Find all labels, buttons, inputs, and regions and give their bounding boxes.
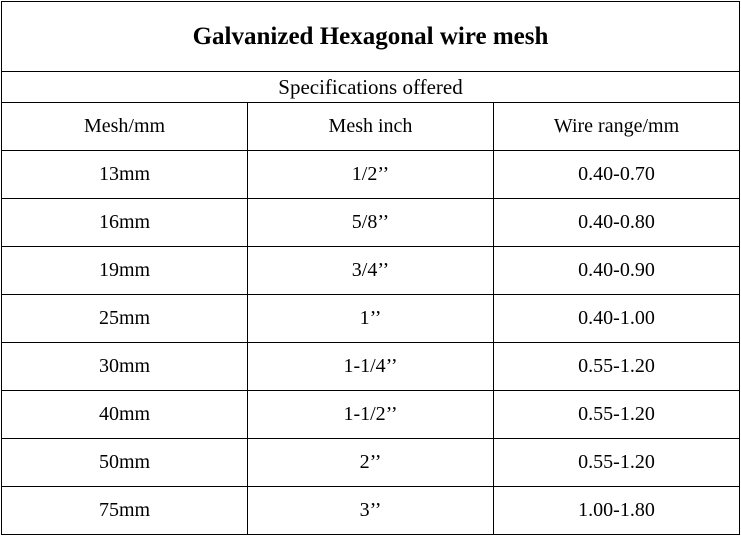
table-cell: 75mm [1,486,248,535]
table-subtitle: Specifications offered [0,71,741,103]
table-cell: 30mm [1,342,248,391]
column-header: Mesh inch [247,102,494,151]
table-cell: 0.55-1.20 [492,342,741,391]
table-row: 13mm 1/2’’ 0.40-0.70 [1,150,741,199]
table-cell: 1/2’’ [247,150,494,199]
table-cell: 0.40-1.00 [492,294,741,343]
table-cell: 1-1/4’’ [247,342,494,391]
table-cell: 3’’ [247,486,494,535]
table-cell: 50mm [1,438,248,487]
table-cell: 16mm [1,198,248,247]
table-cell: 40mm [1,390,248,439]
table-cell: 19mm [1,246,248,295]
column-header: Mesh/mm [1,102,248,151]
table-row: 19mm 3/4’’ 0.40-0.90 [1,246,741,295]
table-cell: 25mm [1,294,248,343]
table-cell: 3/4’’ [247,246,494,295]
table-cell: 1’’ [247,294,494,343]
table-row: 75mm 3’’ 1.00-1.80 [1,486,741,535]
table-row: 50mm 2’’ 0.55-1.20 [1,438,741,487]
table-cell: 0.55-1.20 [492,438,741,487]
table-cell: 0.40-0.90 [492,246,741,295]
table-row: 16mm 5/8’’ 0.40-0.80 [1,198,741,247]
table-title: Galvanized Hexagonal wire mesh [0,1,741,72]
table-cell: 5/8’’ [247,198,494,247]
table-cell: 13mm [1,150,248,199]
table-cell: 0.55-1.20 [492,390,741,439]
table-cell: 0.40-0.80 [492,198,741,247]
table-cell: 0.40-0.70 [492,150,741,199]
table-cell: 1.00-1.80 [492,486,741,535]
table-cell: 2’’ [247,438,494,487]
table-row: 25mm 1’’ 0.40-1.00 [1,294,741,343]
table-cell: 1-1/2’’ [247,390,494,439]
table-row: 30mm 1-1/4’’ 0.55-1.20 [1,342,741,391]
column-header: Wire range/mm [492,102,741,151]
table-row: 40mm 1-1/2’’ 0.55-1.20 [1,390,741,439]
